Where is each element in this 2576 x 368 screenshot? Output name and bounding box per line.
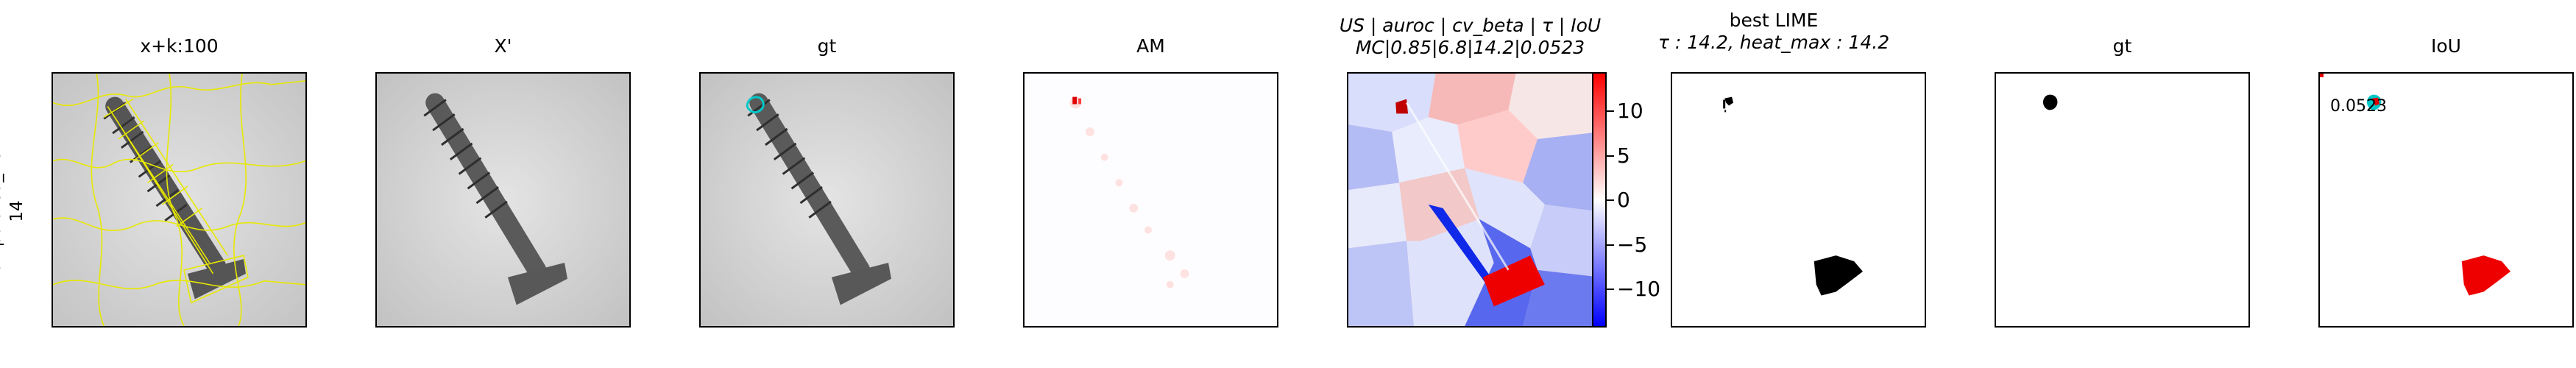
- panel-ground-truth-overlay: [699, 72, 955, 328]
- metrics-values: MC|0.85|6.8|14.2|0.0523: [1355, 37, 1585, 58]
- best-lime-params: τ : 14.2, heat_max : 14.2: [1657, 32, 1890, 53]
- panel-title-anomaly-map: AM: [1136, 35, 1165, 57]
- colorbar-tick-label: 5: [1617, 144, 1630, 168]
- colorbar-tick-label: 0: [1617, 188, 1630, 212]
- colorbar-tick: [1607, 244, 1614, 246]
- panel-reconstruction: [375, 72, 631, 328]
- panel-title-reconstruction: X': [494, 35, 512, 57]
- row-label-index: 14: [7, 200, 26, 222]
- colorbar-tick-label: 10: [1617, 99, 1643, 123]
- iou-overlay-image: [2320, 74, 2572, 326]
- gt-mask-image: [1996, 74, 2248, 326]
- panel-title-ground-truth: gt: [817, 35, 837, 57]
- panel-title-ground-truth-2: gt: [2112, 35, 2132, 57]
- lime-heatmap-image: [1348, 74, 1601, 326]
- panel-title-input: x+k:100: [140, 35, 219, 57]
- row-label-name: manipulated_front: [0, 133, 4, 289]
- iou-value-label: 0.0523: [2330, 97, 2387, 116]
- colorbar: [1592, 72, 1607, 328]
- panel-input-superpixels: [52, 72, 307, 328]
- best-lime-label: best LIME: [1729, 10, 1819, 31]
- panel-title-iou: IoU: [2431, 35, 2461, 57]
- colorbar-tick: [1607, 110, 1614, 112]
- panel-title-best-lime: best LIME τ : 14.2, heat_max : 14.2: [1627, 10, 1921, 54]
- colorbar-tick-label: −5: [1617, 233, 1648, 257]
- metrics-header: US | auroc | cv_beta | τ | IoU: [1339, 15, 1602, 36]
- panel-lime-heatmap: [1347, 72, 1602, 328]
- colorbar-tick: [1607, 199, 1614, 201]
- gt-outline: [746, 96, 765, 114]
- panel-best-lime-mask: [1671, 72, 1926, 328]
- panel-title-metrics: US | auroc | cv_beta | τ | IoU MC|0.85|6…: [1314, 15, 1627, 59]
- lime-mask-image: [1672, 74, 1925, 326]
- screw-reconstruction-image: [377, 74, 629, 326]
- screw-gt-overlay-image: [701, 74, 953, 326]
- panel-ground-truth-mask: [1995, 72, 2250, 328]
- panel-iou: 0.0523: [2318, 72, 2574, 328]
- colorbar-tick: [1607, 289, 1614, 290]
- colorbar-tick: [1607, 155, 1614, 157]
- colorbar-tick-label: −10: [1617, 277, 1661, 301]
- panel-anomaly-map: [1023, 72, 1278, 328]
- anomaly-map-image: [1025, 74, 1277, 326]
- screw-superpixel-image: [53, 74, 305, 326]
- row-label: manipulated_front 14: [0, 90, 31, 333]
